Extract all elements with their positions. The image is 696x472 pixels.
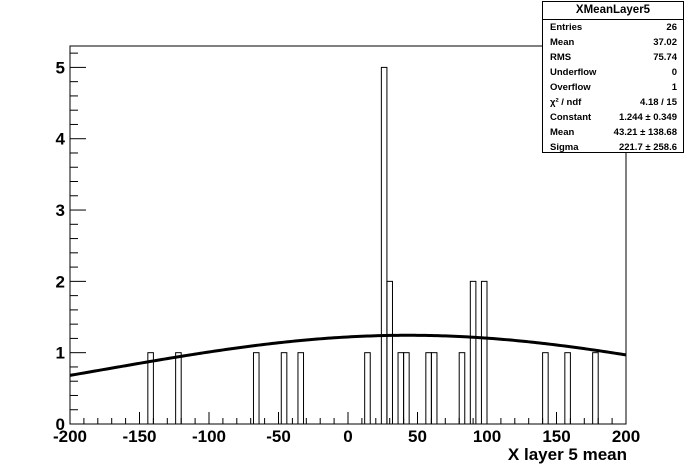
stats-row: RMS 75.74: [543, 50, 683, 65]
histogram-bar: [480, 280, 488, 425]
histogram-bar: [397, 352, 405, 425]
histogram-bar: [252, 352, 260, 425]
x-tick-label: -200: [53, 427, 87, 446]
histogram-bar: [403, 352, 410, 425]
stats-label: Mean: [550, 37, 575, 48]
stats-value: 75.74: [653, 52, 677, 63]
stats-label: Overflow: [550, 82, 591, 93]
stats-value: 0: [671, 67, 677, 78]
stats-label: Constant: [550, 112, 592, 123]
stats-title: XMeanLayer5: [543, 2, 683, 20]
ticks-layer: [69, 52, 627, 425]
x-tick-label: 100: [473, 427, 501, 446]
stats-row: Entries 26: [543, 20, 683, 35]
stats-value: 4.18 / 15: [640, 97, 677, 108]
histogram-bar: [592, 352, 599, 425]
stats-value: 221.7 ± 258.6: [618, 142, 677, 153]
histogram-bar: [380, 66, 388, 425]
histogram-bar: [280, 352, 288, 425]
stats-row: Constant 1.244 ± 0.349: [543, 110, 683, 125]
histogram-bar: [297, 352, 305, 425]
stats-value: 37.02: [653, 37, 677, 48]
histogram-bar: [458, 352, 466, 425]
stats-value: 43.21 ± 138.68: [613, 127, 677, 138]
x-tick-label: -150: [122, 427, 156, 446]
stats-box: XMeanLayer5 Entries 26 Mean 37.02 RMS 75.74 Un…: [542, 1, 684, 153]
stats-label: Sigma: [550, 142, 579, 153]
x-tick-label: 0: [343, 427, 352, 446]
stats-label: Entries: [550, 22, 583, 33]
histogram-bar: [564, 352, 571, 425]
stats-row: χ² / ndf 4.18 / 15: [543, 95, 683, 110]
histogram-bar: [364, 352, 371, 425]
stats-rows: Entries 26 Mean 37.02 RMS 75.74 Underflow 0 Over…: [543, 20, 683, 155]
histogram-bar: [425, 352, 432, 425]
x-tick-label: 50: [408, 427, 427, 446]
stats-value: 26: [666, 22, 677, 33]
y-tick-label: 1: [56, 344, 65, 363]
stats-row: Mean 43.21 ± 138.68: [543, 125, 683, 140]
y-tick-label: 5: [56, 58, 65, 77]
tick-labels-layer: -200 -150 -100 -50 0 50 100 150 200 0 1 2 3 4 5: [53, 58, 640, 446]
stats-value: 1: [671, 82, 677, 93]
histogram-bar: [386, 280, 393, 425]
bars-layer: [147, 66, 599, 425]
y-tick-label: 2: [56, 272, 65, 291]
fit-curve: [69, 333, 627, 377]
histogram-bar: [147, 352, 154, 425]
stats-label: Underflow: [550, 67, 597, 78]
stats-row: Sigma 221.7 ± 258.6: [543, 140, 683, 155]
histogram-bar: [469, 280, 477, 425]
fit-layer: [69, 333, 627, 377]
stats-row: Mean 37.02: [543, 35, 683, 50]
histogram-bar: [542, 352, 549, 425]
y-tick-label: 4: [56, 130, 66, 149]
x-tick-label: 200: [612, 427, 640, 446]
stats-value: 1.244 ± 0.349: [618, 112, 677, 123]
stats-label: χ² / ndf: [550, 97, 582, 108]
x-tick-label: -50: [266, 427, 291, 446]
x-tick-label: 150: [542, 427, 570, 446]
stats-row: Underflow 0: [543, 65, 683, 80]
stats-label: RMS: [550, 52, 572, 63]
x-axis-title: X layer 5 mean: [508, 445, 627, 464]
y-tick-label: 0: [56, 415, 65, 434]
histogram-bar: [175, 352, 182, 425]
stats-label: Mean: [550, 127, 575, 138]
x-tick-label: -100: [192, 427, 226, 446]
stats-row: Overflow 1: [543, 80, 683, 95]
y-tick-label: 3: [56, 201, 65, 220]
histogram-bar: [430, 352, 438, 425]
